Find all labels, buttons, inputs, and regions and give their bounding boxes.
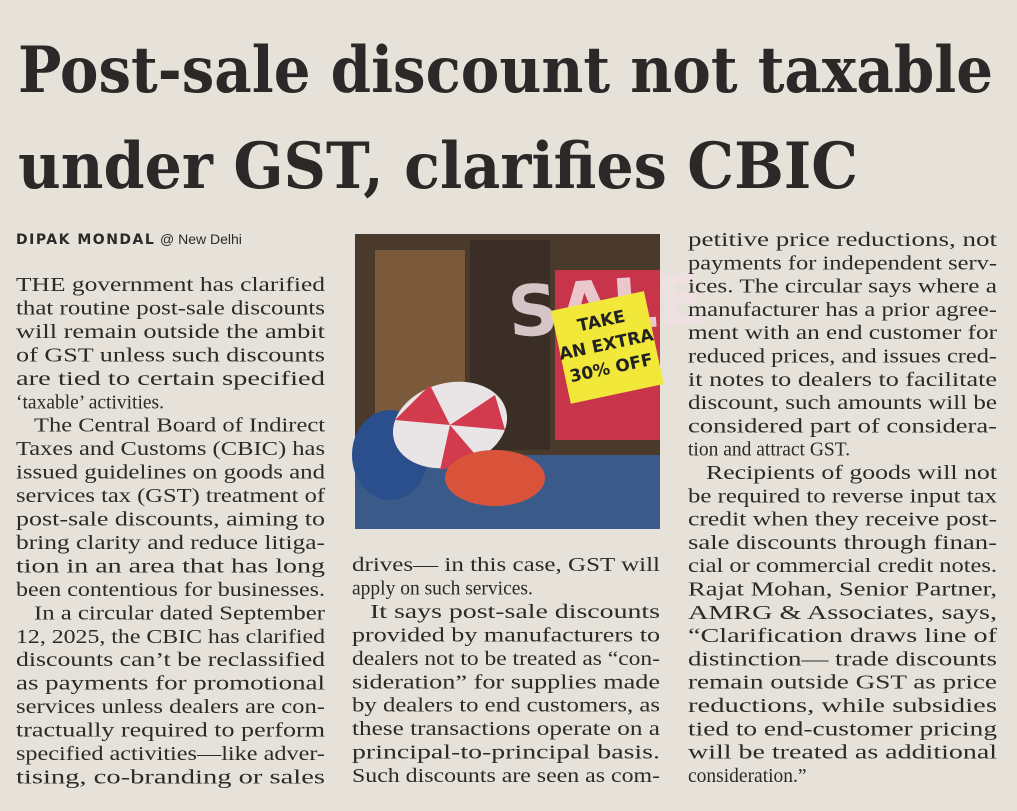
- body-line: 12, 2025, the CBIC has clarified: [16, 627, 325, 648]
- body-line: bring clarity and reduce litiga-: [16, 533, 325, 554]
- body-line: it notes to dealers to facilitate: [688, 370, 997, 391]
- body-line: credit when they receive post-: [688, 510, 997, 531]
- body-line: THE government has clarified: [16, 275, 325, 296]
- body-line: discounts can’t be reclassified: [16, 650, 325, 671]
- body-line: that routine post-sale discounts: [16, 298, 325, 319]
- body-line: cial or commercial credit notes.: [688, 556, 997, 577]
- body-line: ‘taxable’ activities.: [16, 392, 164, 413]
- body-line: of GST unless such discounts: [16, 345, 325, 366]
- body-line: are tied to certain specified: [16, 369, 325, 390]
- body-line: will remain outside the ambit: [16, 322, 326, 343]
- body-line: provided by manufacturers to: [352, 625, 660, 646]
- body-line: apply on such services.: [352, 578, 533, 599]
- body-line: drives— in this case, GST will: [352, 555, 661, 576]
- body-line: dealers not to be treated as “con-: [352, 649, 660, 670]
- body-line: ices. The circular says where a: [688, 277, 997, 298]
- body-line: considered part of considera-: [688, 416, 997, 437]
- body-line: tion and attract GST.: [688, 440, 850, 461]
- body-line: remain outside GST as price: [688, 673, 997, 694]
- body-line: manufacturer has a prior agree-: [688, 300, 997, 321]
- body-line: will be treated as additional: [688, 743, 998, 764]
- bag: [445, 450, 545, 506]
- body-line: services tax (GST) treatment of: [16, 486, 326, 507]
- body-line: discount, such amounts will be: [688, 393, 997, 414]
- body-line: as payments for promotional: [16, 674, 326, 695]
- byline-location: @ New Delhi: [160, 231, 242, 247]
- body-line: tractually required to perform: [16, 721, 325, 742]
- body-line: AMRG & Associates, says,: [688, 603, 997, 624]
- byline-author: DIPAK MONDAL: [16, 232, 155, 248]
- body-line: payments for independent serv-: [688, 253, 997, 274]
- body-line: Taxes and Customs (CBIC) has: [16, 439, 325, 460]
- body-line: consideration.”: [688, 766, 807, 787]
- body-line: principal-to-principal basis.: [352, 743, 660, 764]
- body-line: It says post-sale discounts: [370, 602, 660, 623]
- photo: SALE TAKE AN EXTRA 30% OFF: [352, 234, 707, 529]
- body-line: post-sale discounts, aiming to: [16, 510, 325, 531]
- body-line: sideration” for supplies made: [352, 672, 660, 693]
- umbrella-stripe: [395, 385, 505, 470]
- body-line: by dealers to end customers, as: [352, 696, 660, 717]
- body-line: Such discounts are seen as com-: [352, 766, 660, 787]
- body-line: Rajat Mohan, Senior Partner,: [688, 580, 997, 601]
- body-line: tising, co-branding or sales: [16, 767, 325, 788]
- body-line: sale discounts through finan-: [688, 533, 997, 554]
- body-line: The Central Board of Indirect: [34, 416, 326, 437]
- sticker: [551, 291, 664, 404]
- body-line: been contentious for businesses.: [16, 580, 325, 601]
- body-line: services unless dealers are con-: [16, 697, 325, 718]
- headline: under GST, clarifies CBIC: [18, 129, 858, 204]
- body-line: In a circular dated September: [34, 603, 326, 624]
- body-line: ment with an end customer for: [688, 323, 998, 344]
- body-line: be required to reverse input tax: [688, 486, 997, 507]
- body-line: reductions, while subsidies: [688, 696, 997, 717]
- body-line: specified activities—like adver-: [16, 744, 325, 765]
- headline: Post-sale discount not taxable: [18, 33, 993, 108]
- body-line: these transactions operate on a: [352, 719, 660, 740]
- body-line: reduced prices, and issues cred-: [688, 347, 997, 368]
- body-line: tion in an area that has long: [16, 556, 325, 577]
- body-line: distinction— trade discounts: [688, 649, 997, 670]
- body-line: tied to end-customer pricing: [688, 719, 997, 740]
- body-line: petitive price reductions, not: [688, 230, 998, 251]
- body-line: issued guidelines on goods and: [16, 463, 325, 484]
- body-line: Recipients of goods will not: [706, 463, 998, 484]
- body-line: “Clarification draws line of: [688, 626, 998, 647]
